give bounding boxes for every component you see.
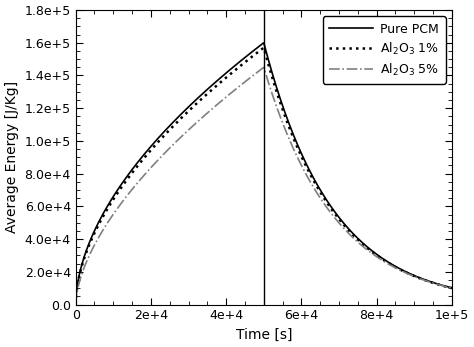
- Pure PCM: [225, 69, 231, 74]
- Pure PCM: [366, 247, 372, 251]
- Y-axis label: Average Energy [J/Kg]: Average Energy [J/Kg]: [5, 81, 19, 233]
- Al$_2$O$_3$ 1%: [111, 196, 117, 200]
- Al$_2$O$_3$ 1%: [366, 248, 372, 252]
- Al$_2$O$_3$ 5%: [261, 65, 266, 69]
- Line: Pure PCM: Pure PCM: [76, 43, 452, 305]
- Al$_2$O$_3$ 1%: [225, 74, 231, 78]
- Al$_2$O$_3$ 5%: [374, 254, 379, 259]
- Al$_2$O$_3$ 5%: [73, 303, 79, 307]
- Pure PCM: [374, 252, 379, 256]
- Al$_2$O$_3$ 1%: [331, 211, 337, 215]
- X-axis label: Time [s]: Time [s]: [236, 328, 292, 342]
- Line: Al$_2$O$_3$ 1%: Al$_2$O$_3$ 1%: [76, 48, 452, 305]
- Legend: Pure PCM, Al$_2$O$_3$ 1%, Al$_2$O$_3$ 5%: Pure PCM, Al$_2$O$_3$ 1%, Al$_2$O$_3$ 5%: [323, 16, 446, 84]
- Pure PCM: [73, 303, 79, 307]
- Al$_2$O$_3$ 1%: [449, 286, 455, 290]
- Al$_2$O$_3$ 5%: [225, 94, 231, 98]
- Pure PCM: [238, 58, 244, 62]
- Al$_2$O$_3$ 1%: [374, 253, 379, 257]
- Al$_2$O$_3$ 1%: [73, 303, 79, 307]
- Al$_2$O$_3$ 1%: [261, 46, 266, 50]
- Al$_2$O$_3$ 5%: [238, 83, 244, 87]
- Al$_2$O$_3$ 5%: [111, 211, 117, 215]
- Al$_2$O$_3$ 5%: [331, 215, 337, 220]
- Al$_2$O$_3$ 5%: [366, 249, 372, 254]
- Al$_2$O$_3$ 1%: [238, 63, 244, 67]
- Al$_2$O$_3$ 5%: [449, 286, 455, 290]
- Pure PCM: [261, 41, 266, 45]
- Pure PCM: [449, 286, 455, 290]
- Pure PCM: [331, 209, 337, 213]
- Pure PCM: [111, 193, 117, 197]
- Line: Al$_2$O$_3$ 5%: Al$_2$O$_3$ 5%: [76, 67, 452, 305]
